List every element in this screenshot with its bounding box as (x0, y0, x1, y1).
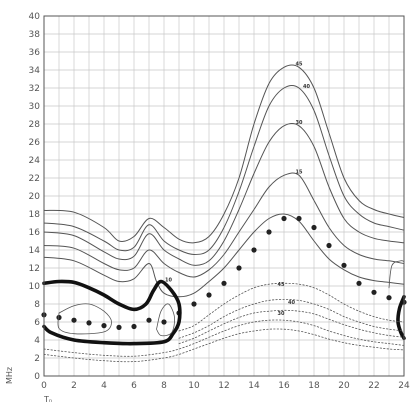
y-tick-label: 30 (29, 102, 41, 112)
contour-line-3 (43, 172, 405, 278)
y-tick-label: 36 (29, 48, 41, 58)
x-tick-label: 0 (41, 381, 47, 391)
dotted-curve-point (371, 289, 377, 295)
dotted-curve-point (86, 320, 92, 326)
contour-line-10 (388, 260, 405, 289)
dotted-curve-point (251, 247, 257, 253)
contour-line-12 (178, 299, 405, 339)
contour-line-0 (43, 64, 405, 244)
contour-label: 45 (296, 62, 303, 68)
dotted-curve-point (56, 314, 62, 321)
x-axis-label: Tₙ (43, 395, 52, 404)
contour-label: 40 (303, 84, 310, 90)
dotted-curve-point (296, 215, 302, 222)
y-tick-label: 0 (34, 372, 40, 382)
dotted-curve-point (386, 295, 392, 301)
dotted-curve-point (191, 301, 197, 307)
dotted-curve-point (311, 224, 317, 231)
dotted-curve-point (161, 319, 167, 325)
y-tick-label: 10 (29, 282, 41, 292)
y-tick-label: 40 (29, 12, 41, 22)
series-layer (41, 64, 407, 363)
contour-label: 10 (165, 278, 172, 284)
x-tick-label: 8 (161, 381, 167, 391)
contour-label: 15 (296, 170, 303, 176)
dotted-curve-point (266, 229, 272, 235)
y-tick-label: 32 (29, 84, 40, 94)
contour-line-2 (43, 122, 405, 266)
contour-label: 45 (278, 282, 285, 288)
dotted-curve-point (101, 323, 107, 329)
y-tick-label: 4 (34, 336, 40, 346)
dotted-curve-point (221, 280, 227, 286)
y-tick-label: 8 (34, 300, 40, 310)
contour-line-9 (156, 303, 176, 337)
y-tick-label: 12 (29, 264, 40, 274)
x-tick-label: 16 (278, 381, 290, 391)
contour-label: 40 (288, 300, 295, 306)
y-tick-label: 34 (29, 66, 41, 76)
contour-label: 30 (296, 120, 303, 126)
contour-line-14 (43, 319, 405, 357)
contour-line-15 (43, 328, 405, 363)
x-tick-label: 24 (398, 381, 410, 391)
contour-line-13 (178, 309, 405, 344)
y-tick-label: 16 (29, 228, 41, 238)
contour-line-4 (43, 213, 405, 298)
plot-frame (43, 15, 405, 377)
y-tick-label: 2 (34, 354, 40, 364)
dotted-curve-point (146, 317, 152, 323)
contour-line-6 (42, 279, 182, 346)
y-tick-label: 20 (29, 192, 41, 202)
dotted-curve-point (281, 215, 287, 222)
dotted-curve-point (341, 262, 347, 268)
y-tick-label: 22 (29, 174, 40, 184)
y-tick-label: 24 (29, 156, 41, 166)
contour-line-8 (57, 303, 112, 335)
dotted-curve-point (236, 265, 242, 271)
y-tick-label: 38 (29, 30, 41, 40)
dotted-curve-point (356, 280, 362, 286)
y-tick-label: 28 (29, 120, 41, 130)
dotted-curve-point (326, 242, 332, 249)
y-tick-label: 18 (29, 210, 41, 220)
x-tick-label: 6 (131, 381, 137, 391)
x-tick-label: 20 (338, 381, 350, 391)
x-tick-label: 18 (308, 381, 320, 391)
dotted-curve-point (131, 323, 137, 330)
y-tick-label: 6 (34, 318, 40, 328)
x-tick-label: 12 (218, 381, 229, 391)
x-tick-label: 2 (71, 381, 77, 391)
x-tick-label: 10 (188, 381, 200, 391)
x-tick-label: 14 (248, 381, 260, 391)
x-tick-label: 4 (101, 381, 107, 391)
contour-line-1 (43, 84, 405, 255)
dotted-curve-point (206, 292, 212, 298)
grid (43, 15, 405, 377)
y-axis-label: MHz (5, 367, 14, 384)
contour-line-11 (178, 282, 405, 332)
dotted-curve-point (71, 317, 77, 323)
dotted-curve-point (116, 324, 122, 330)
y-tick-label: 14 (29, 246, 41, 256)
y-tick-label: 26 (29, 138, 41, 148)
contour-line-7 (396, 295, 406, 340)
x-tick-label: 22 (368, 381, 379, 391)
contour-label: 30 (278, 311, 285, 317)
